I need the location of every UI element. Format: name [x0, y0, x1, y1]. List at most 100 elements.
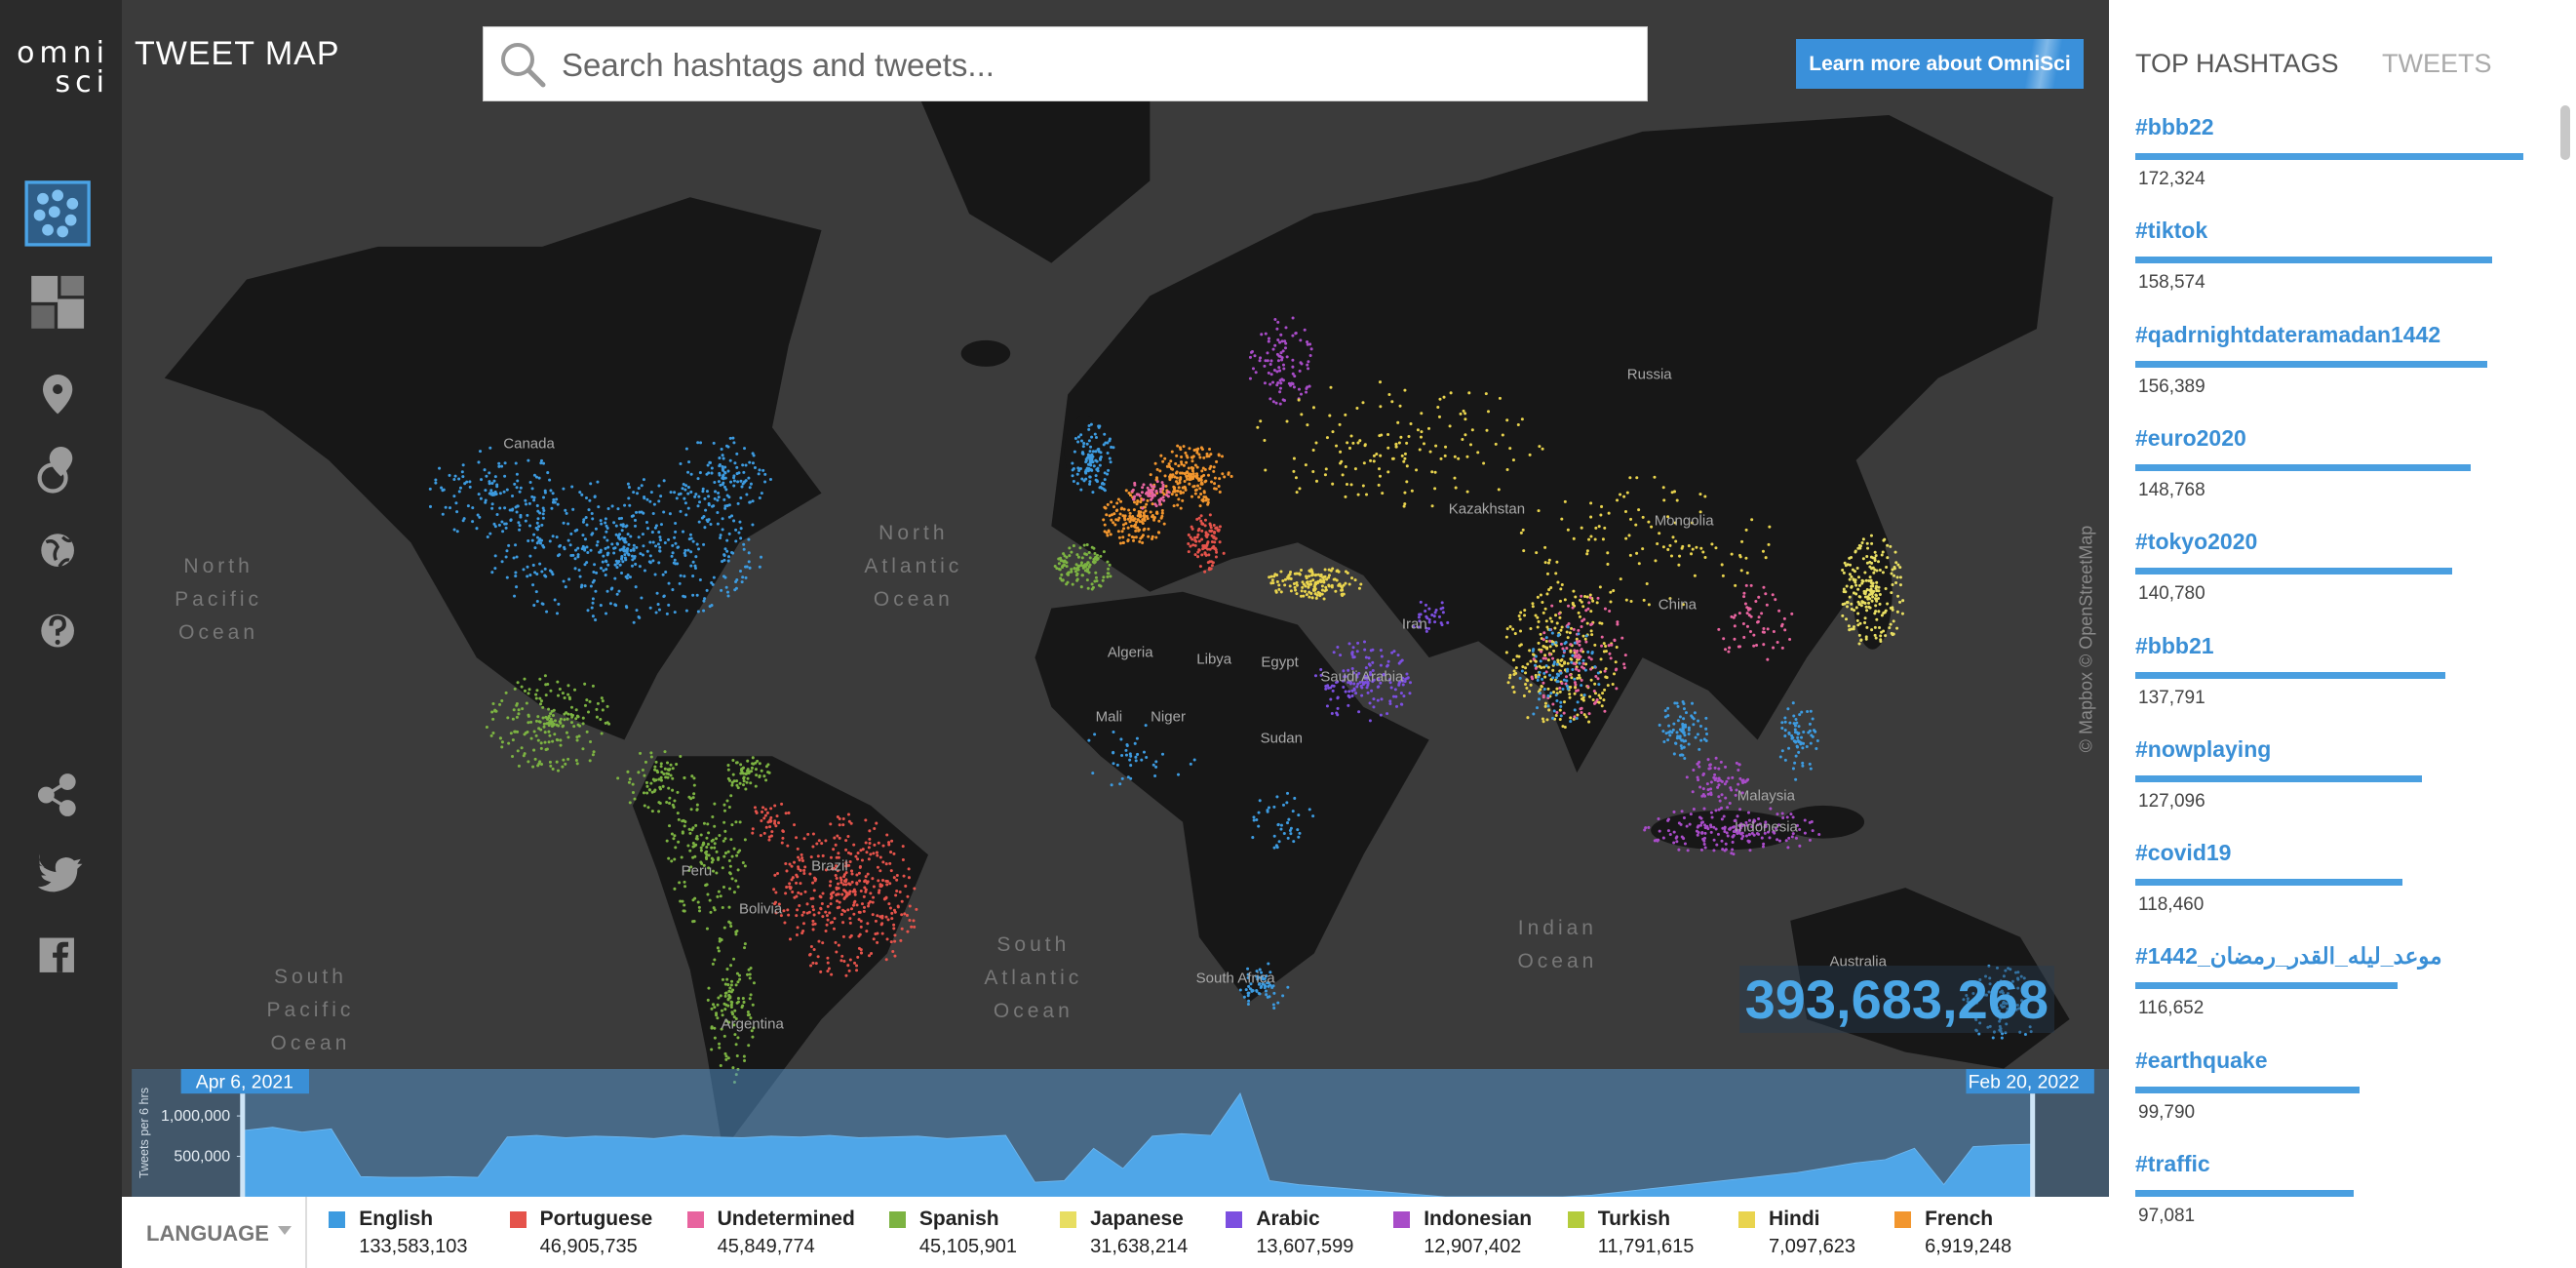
hashtag-bar [2135, 153, 2523, 160]
date-label: Feb 20, 2022 [1969, 1071, 2080, 1092]
legend-item[interactable]: Hindi 7,097,623 [1738, 1197, 1904, 1268]
pin-cluster-icon[interactable] [37, 447, 73, 494]
hashtag-name[interactable]: #covid19 [2135, 840, 2232, 866]
brush-handle[interactable] [240, 1093, 246, 1197]
hashtag-name[interactable]: #traffic [2135, 1151, 2210, 1176]
twitter-icon[interactable] [37, 853, 83, 892]
legend-item[interactable]: Turkish 11,791,615 [1567, 1197, 1734, 1268]
legend-count: 45,105,901 [918, 1236, 1017, 1257]
legend-swatch [509, 1211, 527, 1228]
search-box[interactable]: Search hashtags and tweets... [483, 26, 1648, 101]
map-place-label: Russia [1626, 366, 1672, 383]
logo: omni sci [12, 39, 109, 98]
learn-more-button[interactable]: Learn more about OmniSci [1796, 39, 2084, 89]
point-map-dots [33, 189, 79, 238]
legend-item[interactable]: Japanese 31,638,214 [1060, 1197, 1226, 1268]
brush-handle[interactable] [2030, 1093, 2036, 1197]
hashtag-count: 158,574 [2138, 272, 2205, 294]
heat-map-icon[interactable] [31, 275, 85, 329]
language-dot-cluster [1313, 640, 1413, 723]
hashtag-bar [2135, 257, 2493, 264]
legend-swatch [888, 1211, 906, 1228]
dropdown-caret[interactable] [278, 1226, 292, 1236]
hashtag-name[interactable]: #bbb21 [2135, 632, 2214, 658]
legend-item[interactable]: Undetermined 45,849,774 [686, 1197, 855, 1268]
map-place-label: Indonesia [1734, 818, 1798, 836]
legend-swatch [1894, 1211, 1912, 1228]
map-place-label: Libya [1196, 651, 1232, 668]
language-dot-cluster [1268, 567, 1363, 601]
hashtag-bar [2135, 1190, 2355, 1197]
language-dot-cluster [1053, 543, 1112, 591]
hashtag-name[interactable]: #euro2020 [2135, 424, 2246, 451]
logo-bottom: sci [55, 65, 109, 99]
language-dot-cluster [1518, 625, 1601, 724]
globe-icon[interactable] [41, 534, 74, 568]
tab-tweets[interactable]: TWEETS [2382, 49, 2492, 78]
tweet-volume-area [243, 1091, 2033, 1197]
language-dot-cluster [679, 436, 772, 518]
legend-item[interactable]: French 6,919,248 [1894, 1197, 2060, 1268]
legend-name: French [1925, 1208, 1994, 1230]
hashtag-name[interactable]: #tokyo2020 [2135, 529, 2258, 555]
hashtag-name[interactable]: #nowplaying [2135, 735, 2272, 762]
tweet-dots [428, 316, 2042, 1085]
map-place-label: Argentina [721, 1015, 784, 1033]
language-dot-cluster [1071, 422, 1115, 495]
legend-name: Undetermined [717, 1208, 855, 1230]
hashtag-bar [2135, 1086, 2361, 1093]
facebook-icon[interactable] [39, 937, 74, 972]
legend-item[interactable]: Arabic 13,607,599 [1226, 1197, 1391, 1268]
legend-item[interactable]: Indonesian 12,907,402 [1393, 1197, 1559, 1268]
map-place-label: Iran [1401, 615, 1427, 633]
sidebar [0, 0, 122, 1268]
ocean-label: South Atlantic Ocean [984, 932, 1083, 1022]
search-icon [501, 43, 546, 88]
language-dot-cluster [1778, 701, 1819, 781]
y-axis-label: Tweets per 6 hrs [137, 1088, 151, 1178]
legend-title[interactable]: LANGUAGE [146, 1221, 269, 1246]
language-dot-cluster [706, 920, 756, 1085]
ocean-label: North Pacific Ocean [175, 555, 263, 645]
legend-item[interactable]: English 133,583,103 [329, 1197, 494, 1268]
legend-swatch [686, 1211, 704, 1228]
hashtag-count: 140,780 [2138, 583, 2205, 605]
language-dot-cluster [1102, 489, 1166, 545]
language-dot-cluster [1643, 806, 1821, 856]
language-dot-cluster [1962, 964, 2042, 1040]
language-dot-cluster [1685, 756, 1750, 806]
scrollbar[interactable] [2560, 105, 2570, 160]
share-icon[interactable] [37, 773, 76, 816]
hashtag-count: 97,081 [2138, 1206, 2196, 1226]
date-badge [1966, 1069, 2094, 1094]
date-badge [180, 1069, 310, 1094]
map-place-label: Egypt [1261, 654, 1299, 671]
legend-count: 46,905,735 [539, 1236, 638, 1257]
hashtag-count: 137,791 [2138, 687, 2205, 708]
language-dot-cluster [751, 802, 797, 845]
legend-swatch [1393, 1211, 1411, 1228]
map-place-label: Kazakhstan [1448, 500, 1526, 518]
legend-item[interactable]: Spanish 45,105,901 [888, 1197, 1055, 1268]
hashtag-name[interactable]: #earthquake [2135, 1047, 2268, 1073]
ocean-label: North Atlantic Ocean [864, 522, 963, 612]
world-map[interactable] [122, 0, 2109, 1197]
map-place-label: Brazil [811, 857, 848, 875]
language-dot-cluster [1187, 513, 1226, 574]
language-dot-cluster [1130, 480, 1171, 510]
hashtag-count: 116,652 [2138, 998, 2205, 1019]
hashtag-name[interactable]: #bbb22 [2135, 114, 2214, 139]
y-tick-label: 500,000 [174, 1149, 230, 1166]
legend-count: 7,097,623 [1769, 1236, 1856, 1257]
help-icon[interactable] [41, 614, 74, 648]
timeline-chart[interactable]: 500,000 1,000,000 Tweets per 6 hrs Apr 6, 2… [122, 1069, 2109, 1197]
language-dot-cluster [1519, 475, 1772, 607]
map-place-label: Algeria [1107, 644, 1153, 661]
hashtag-name[interactable]: #موعد_ليله_القدر_رمضان_1442 [2135, 943, 2442, 970]
date-label: Apr 6, 2021 [196, 1071, 293, 1092]
tab-top-hashtags[interactable]: TOP HASHTAGS [2135, 49, 2339, 78]
language-dot-cluster [485, 674, 611, 773]
hashtag-name[interactable]: #qadrnightdateramadan1442 [2135, 321, 2441, 347]
legend-item[interactable]: Portuguese 46,905,735 [509, 1197, 676, 1268]
hashtag-name[interactable]: #tiktok [2135, 218, 2208, 244]
